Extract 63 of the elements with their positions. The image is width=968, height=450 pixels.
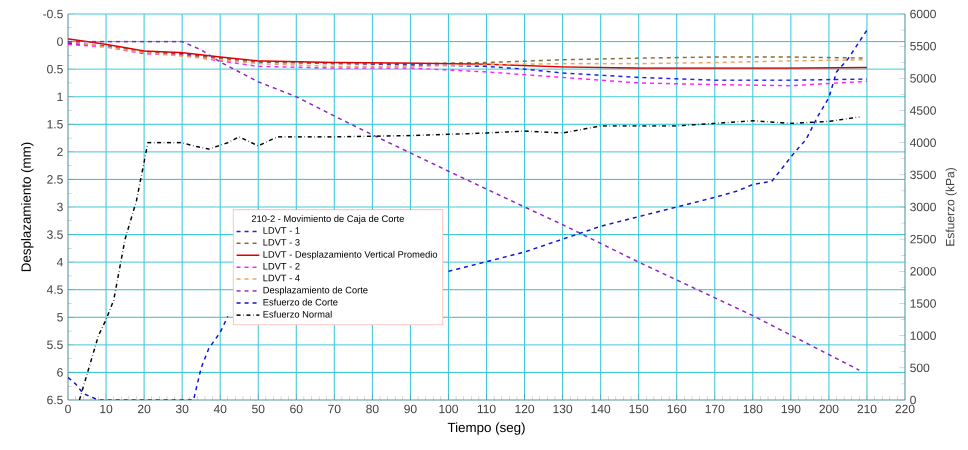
y2-tick-label: 5000 <box>910 74 936 83</box>
y2-tick-label: 3500 <box>910 170 936 180</box>
x-axis-title: Tiempo (seg) <box>448 422 525 435</box>
y-tick-label: 4 <box>56 258 63 266</box>
y-tick-label: 5 <box>57 313 63 322</box>
x-tick-label: 20 <box>138 404 150 414</box>
y2-tick-label: 5500 <box>910 42 936 50</box>
legend-label: LDVT - 4 <box>264 274 300 282</box>
y2-tick-label: 2000 <box>910 267 936 276</box>
legend-label: LDVT - Desplazamiento Vertical Promedio <box>264 250 438 260</box>
x-tick-label: 110 <box>478 404 496 414</box>
y2-tick-label: 3000 <box>910 202 936 212</box>
y2-tick-label: 4500 <box>910 106 936 115</box>
y-tick-label: 3.5 <box>47 230 63 239</box>
y-tick-label: 0 <box>57 37 63 46</box>
y-tick-label: 5.5 <box>47 340 63 350</box>
x-tick-label: 40 <box>214 404 226 414</box>
x-tick-label: 50 <box>252 404 264 414</box>
legend-label: Esfuerzo de Corte <box>264 298 338 306</box>
y-tick-label: 1.5 <box>48 120 63 128</box>
y-tick-label: 3 <box>57 202 63 212</box>
x-tick-label: 90 <box>404 404 417 414</box>
y2-tick-label: 500 <box>910 364 930 372</box>
x-tick-label: 70 <box>328 404 341 414</box>
x-tick-label: 80 <box>366 404 379 414</box>
y-tick-label: 2.5 <box>47 175 63 184</box>
y-tick-label: 1 <box>58 92 63 101</box>
x-tick-label: 100 <box>439 404 458 414</box>
y2-tick-label: 0 <box>910 396 916 404</box>
y-tick-label: -0.5 <box>43 10 63 18</box>
x-tick-label: 60 <box>290 404 302 414</box>
x-tick-label: 190 <box>782 404 800 414</box>
y2-tick-label: 2500 <box>910 234 936 244</box>
x-tick-label: 150 <box>630 404 648 414</box>
x-tick-label: 30 <box>176 404 188 414</box>
legend-label: Desplazamiento de Corte <box>264 286 368 296</box>
x-tick-label: 130 <box>554 404 572 414</box>
x-tick-label: 210 <box>858 404 876 414</box>
x-tick-label: 160 <box>668 404 686 414</box>
y-axis-title: Desplazamiento (mm) <box>21 142 34 272</box>
y2-axis-title: Esfuerzo (kPa) <box>946 168 957 246</box>
x-tick-label: 120 <box>515 404 534 414</box>
y2-tick-label: 1000 <box>910 331 936 340</box>
x-tick-label: 0 <box>65 404 71 414</box>
y2-tick-label: 1500 <box>910 299 936 308</box>
x-tick-label: 170 <box>706 404 724 414</box>
x-tick-label: 180 <box>744 404 762 414</box>
legend-label: LDVT - 2 <box>264 262 300 270</box>
x-tick-label: 10 <box>100 404 112 414</box>
legend-title: 210-2 - Movimiento de Caja de Corte <box>252 215 404 224</box>
y-tick-label: 0.5 <box>47 64 63 74</box>
y2-tick-label: 6000 <box>910 10 936 18</box>
x-tick-label: 140 <box>592 404 610 414</box>
x-tick-label: 220 <box>896 404 915 414</box>
x-tick-label: 200 <box>820 404 838 414</box>
y-tick-label: 6 <box>57 368 63 377</box>
y-tick-label: 2 <box>57 148 63 156</box>
legend-label: LDVT - 1 <box>264 227 300 234</box>
y-tick-label: 4.5 <box>46 286 63 294</box>
y2-tick-label: 4000 <box>910 138 936 147</box>
legend-label: LDVT - 3 <box>264 239 300 246</box>
legend-label: Esfuerzo Normal <box>264 310 332 318</box>
y-tick-label: 6.5 <box>47 396 63 404</box>
